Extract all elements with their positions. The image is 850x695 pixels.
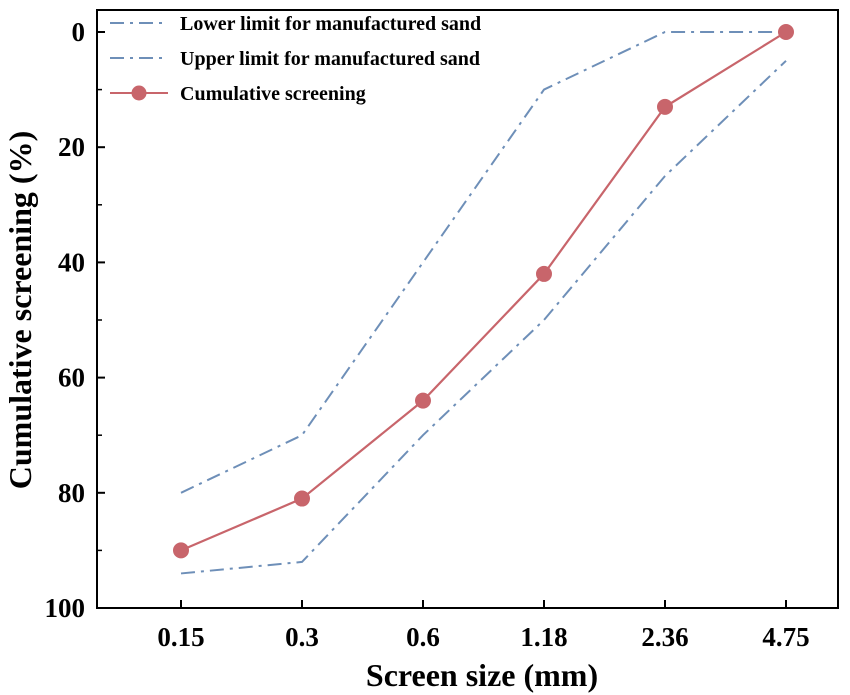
plot-frame bbox=[96, 9, 839, 609]
data-point bbox=[778, 24, 794, 40]
y-tick-label: 100 bbox=[45, 593, 86, 623]
data-point bbox=[294, 490, 310, 507]
legend: Lower limit for manufactured sand Upper l… bbox=[110, 13, 481, 105]
x-axis-title: Screen size (mm) bbox=[366, 657, 598, 693]
legend-label: Lower limit for manufactured sand bbox=[180, 13, 481, 35]
series-line-2 bbox=[180, 60, 787, 575]
series-layer bbox=[173, 24, 794, 575]
legend-marker bbox=[131, 85, 147, 101]
y-tick-label: 20 bbox=[58, 132, 85, 162]
y-tick-label: 60 bbox=[58, 363, 85, 393]
legend-label: Cumulative screening bbox=[180, 83, 366, 105]
x-tick-label: 0.3 bbox=[285, 622, 319, 652]
data-point bbox=[536, 265, 552, 282]
x-tick-label: 0.6 bbox=[406, 622, 440, 652]
legend-label: Upper limit for manufactured sand bbox=[180, 48, 480, 70]
data-point bbox=[173, 542, 189, 559]
y-axis-ticks: 0 20 40 60 80 100 bbox=[45, 17, 105, 623]
x-axis-ticks: 0.15 0.3 0.6 1.18 2.36 4.75 bbox=[157, 600, 810, 652]
y-axis-title: Cumulative screening (%) bbox=[2, 131, 38, 489]
x-tick-label: 2.36 bbox=[641, 622, 688, 652]
x-tick-label: 0.15 bbox=[157, 622, 204, 652]
series-line-3 bbox=[180, 31, 787, 552]
y-tick-label: 80 bbox=[58, 478, 85, 508]
data-point bbox=[657, 98, 673, 115]
data-point bbox=[415, 392, 431, 409]
x-tick-label: 1.18 bbox=[520, 622, 567, 652]
plot-border bbox=[96, 9, 839, 609]
y-tick-label: 40 bbox=[58, 247, 85, 277]
y-tick-label: 0 bbox=[72, 17, 86, 47]
x-tick-label: 4.75 bbox=[762, 622, 809, 652]
